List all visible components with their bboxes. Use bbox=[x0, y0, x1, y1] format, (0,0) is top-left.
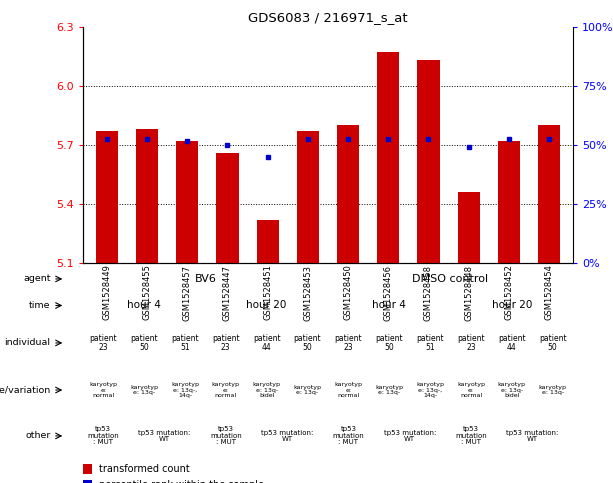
Bar bbox=[257, 220, 279, 263]
Bar bbox=[216, 153, 238, 263]
Text: patient
50: patient 50 bbox=[294, 334, 321, 352]
Text: hour 20: hour 20 bbox=[492, 300, 532, 311]
Text: DMSO control: DMSO control bbox=[413, 274, 489, 284]
Text: time: time bbox=[29, 301, 50, 310]
Text: karyotyp
e: 13q-: karyotyp e: 13q- bbox=[294, 385, 322, 395]
Text: transformed count: transformed count bbox=[99, 464, 189, 474]
Text: patient
23: patient 23 bbox=[335, 334, 362, 352]
Text: tp53
mutation
: MUT: tp53 mutation : MUT bbox=[210, 426, 242, 445]
Text: tp53 mutation:
WT: tp53 mutation: WT bbox=[139, 430, 191, 442]
Bar bbox=[417, 60, 440, 263]
Text: karyotyp
e: 13q-,
14q-: karyotyp e: 13q-, 14q- bbox=[416, 382, 444, 398]
Bar bbox=[96, 131, 118, 263]
Bar bbox=[136, 129, 158, 263]
Text: karyotyp
e: 13q-: karyotyp e: 13q- bbox=[539, 385, 567, 395]
Text: tp53
mutation
: MUT: tp53 mutation : MUT bbox=[87, 426, 119, 445]
Bar bbox=[297, 131, 319, 263]
Title: GDS6083 / 216971_s_at: GDS6083 / 216971_s_at bbox=[248, 11, 408, 24]
Text: karyotyp
e: 13q-: karyotyp e: 13q- bbox=[375, 385, 403, 395]
Text: tp53 mutation:
WT: tp53 mutation: WT bbox=[384, 430, 436, 442]
Text: patient
50: patient 50 bbox=[130, 334, 158, 352]
Text: karyotyp
e:
normal: karyotyp e: normal bbox=[211, 382, 240, 398]
Text: BV6: BV6 bbox=[194, 274, 216, 284]
Text: percentile rank within the sample: percentile rank within the sample bbox=[99, 480, 264, 483]
Text: tp53
mutation
: MUT: tp53 mutation : MUT bbox=[332, 426, 364, 445]
Text: patient
44: patient 44 bbox=[253, 334, 281, 352]
Text: patient
23: patient 23 bbox=[457, 334, 485, 352]
Text: karyotyp
e: 13q-: karyotyp e: 13q- bbox=[130, 385, 158, 395]
Text: hour 4: hour 4 bbox=[127, 300, 161, 311]
Text: agent: agent bbox=[23, 274, 50, 284]
Text: hour 4: hour 4 bbox=[372, 300, 406, 311]
Text: genotype/variation: genotype/variation bbox=[0, 385, 50, 395]
Text: patient
50: patient 50 bbox=[539, 334, 566, 352]
Text: karyotyp
e:
normal: karyotyp e: normal bbox=[457, 382, 485, 398]
Text: other: other bbox=[25, 431, 50, 440]
Text: patient
44: patient 44 bbox=[498, 334, 526, 352]
Text: patient
51: patient 51 bbox=[416, 334, 444, 352]
Bar bbox=[337, 125, 359, 263]
Bar bbox=[83, 464, 92, 474]
Text: tp53
mutation
: MUT: tp53 mutation : MUT bbox=[455, 426, 487, 445]
Bar bbox=[538, 125, 560, 263]
Text: karyotyp
e: 13q-
bidel: karyotyp e: 13q- bidel bbox=[253, 382, 281, 398]
Bar bbox=[83, 480, 92, 483]
Text: karyotyp
e: 13q-,
14q-: karyotyp e: 13q-, 14q- bbox=[171, 382, 199, 398]
Text: patient
23: patient 23 bbox=[89, 334, 117, 352]
Bar bbox=[457, 192, 480, 263]
Bar bbox=[377, 52, 399, 263]
Text: patient
51: patient 51 bbox=[171, 334, 199, 352]
Text: hour 20: hour 20 bbox=[246, 300, 287, 311]
Text: karyotyp
e:
normal: karyotyp e: normal bbox=[89, 382, 117, 398]
Text: tp53 mutation:
WT: tp53 mutation: WT bbox=[506, 430, 558, 442]
Bar bbox=[176, 141, 199, 263]
Text: individual: individual bbox=[4, 339, 50, 347]
Text: karyotyp
e: 13q-
bidel: karyotyp e: 13q- bidel bbox=[498, 382, 526, 398]
Text: tp53 mutation:
WT: tp53 mutation: WT bbox=[261, 430, 313, 442]
Text: patient
23: patient 23 bbox=[212, 334, 240, 352]
Bar bbox=[498, 141, 520, 263]
Text: patient
50: patient 50 bbox=[375, 334, 403, 352]
Text: karyotyp
e:
normal: karyotyp e: normal bbox=[334, 382, 362, 398]
